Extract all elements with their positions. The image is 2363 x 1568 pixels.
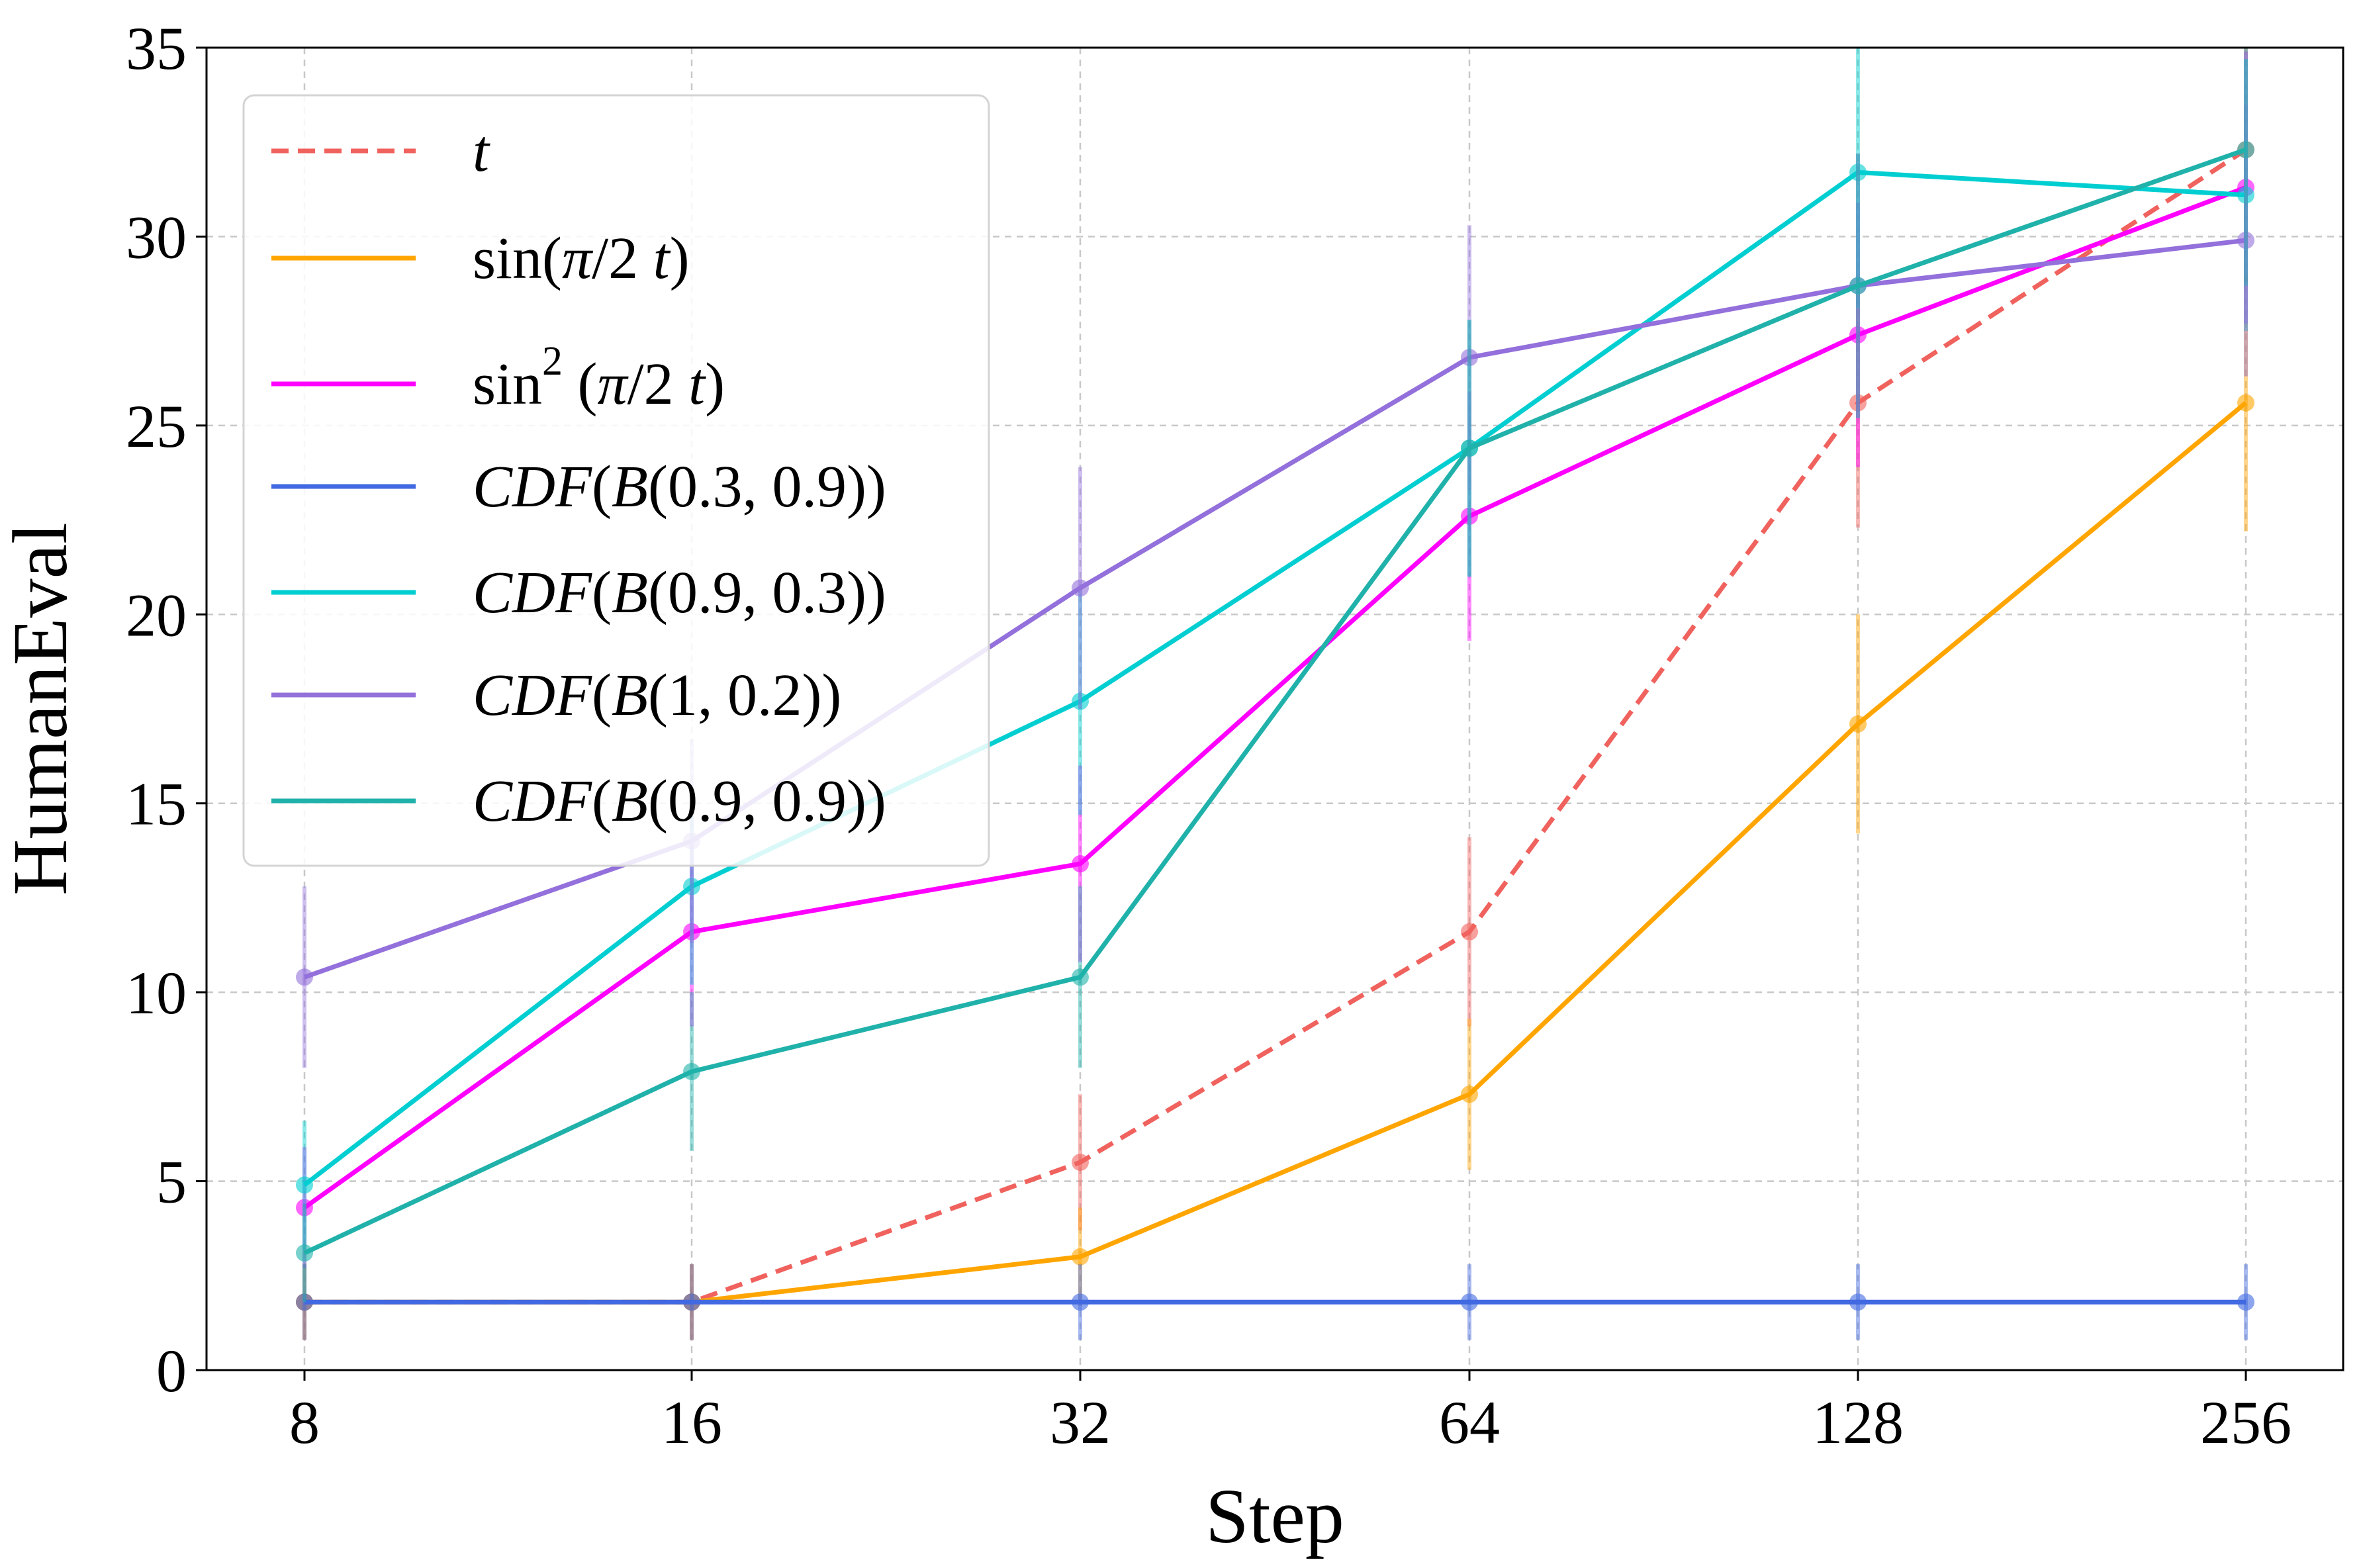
data-point xyxy=(1461,923,1478,941)
data-point xyxy=(296,1293,313,1311)
data-point xyxy=(683,878,700,896)
series-3 xyxy=(296,1264,2254,1340)
data-point xyxy=(296,1176,313,1194)
data-point xyxy=(1072,968,1089,986)
y-axis-title: HumanEval xyxy=(0,522,83,896)
data-point xyxy=(683,923,700,941)
data-point xyxy=(1072,1293,1089,1311)
x-tick-label: 256 xyxy=(2200,1389,2292,1456)
data-point xyxy=(2237,1293,2254,1311)
data-point xyxy=(1849,1293,1867,1311)
data-point xyxy=(1072,1248,1089,1266)
legend-label: CDF(B(0.3, 0.9)) xyxy=(473,454,886,520)
series-2 xyxy=(296,51,2254,1268)
legend-label: sin2 (π/2 t) xyxy=(473,339,725,417)
plot-frame xyxy=(205,46,2344,1371)
data-point xyxy=(2237,232,2254,250)
y-axis: 0 5 10 15 20 25 30 35 xyxy=(126,15,207,1405)
y-tick-label: 25 xyxy=(126,392,187,460)
data-point xyxy=(296,1199,313,1217)
data-point xyxy=(683,1293,700,1311)
x-tick-label: 32 xyxy=(1050,1389,1111,1456)
data-point xyxy=(1072,692,1089,710)
legend-label: CDF(B(0.9, 0.9)) xyxy=(473,768,886,834)
legend-box xyxy=(242,94,990,867)
data-point xyxy=(1461,439,1478,457)
data-point xyxy=(2237,186,2254,204)
y-tick-label: 10 xyxy=(126,959,187,1027)
series-layer xyxy=(296,48,2254,1340)
legend-label: t xyxy=(473,118,490,184)
data-point xyxy=(1849,277,1867,295)
y-tick-label: 20 xyxy=(126,581,187,649)
y-tick-label: 30 xyxy=(126,203,187,271)
data-point xyxy=(1461,349,1478,367)
data-point xyxy=(1849,394,1867,412)
data-point xyxy=(1461,1085,1478,1103)
x-tick-label: 8 xyxy=(289,1389,320,1456)
legend-label: CDF(B(0.9, 0.3)) xyxy=(473,560,886,625)
legend-label: sin(π/2 t) xyxy=(473,226,690,291)
y-tick-label: 35 xyxy=(126,15,187,82)
series-line xyxy=(303,147,2247,1256)
data-point xyxy=(1849,163,1867,181)
legend-label: CDF(B(1, 0.2)) xyxy=(473,663,841,728)
data-point xyxy=(1461,507,1478,525)
x-tick-label: 128 xyxy=(1812,1389,1904,1456)
y-tick-label: 5 xyxy=(156,1148,187,1216)
data-point xyxy=(1072,855,1089,873)
data-point xyxy=(296,968,313,986)
x-axis: 8 16 32 64 128 256 xyxy=(289,1370,2292,1456)
data-point xyxy=(296,1244,313,1262)
legend: t sin(π/2 t) sin2 (π/2 t) CDF(B(0.3, 0.9)) C… xyxy=(242,94,990,867)
data-point xyxy=(2237,141,2254,159)
data-point xyxy=(1072,579,1089,597)
x-tick-label: 16 xyxy=(661,1389,722,1456)
data-point xyxy=(1072,1154,1089,1172)
data-point xyxy=(1849,326,1867,344)
data-point xyxy=(683,1063,700,1081)
series-6 xyxy=(296,48,2254,1303)
data-point xyxy=(2237,394,2254,412)
y-tick-label: 0 xyxy=(156,1337,187,1405)
y-tick-label: 15 xyxy=(126,770,187,838)
series-line xyxy=(302,185,2247,1210)
x-axis-title: Step xyxy=(1205,1473,1344,1559)
data-point xyxy=(1849,715,1867,733)
x-tick-label: 64 xyxy=(1439,1389,1500,1456)
series-line xyxy=(302,169,2247,1187)
data-point xyxy=(1461,1293,1478,1311)
